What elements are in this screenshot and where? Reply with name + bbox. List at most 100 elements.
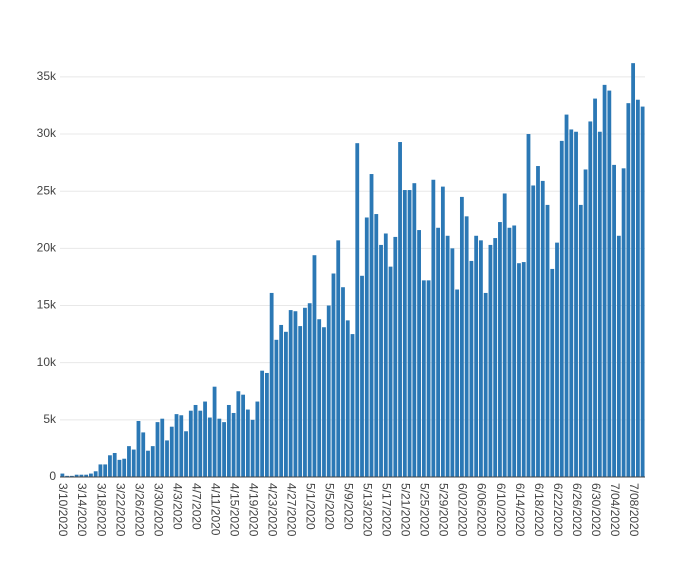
x-tick-label: 4/3/2020 — [170, 483, 184, 530]
x-tick-label: 4/15/2020 — [227, 483, 241, 537]
bar — [60, 473, 65, 477]
bar — [436, 227, 441, 477]
bar — [136, 420, 141, 477]
bar — [364, 217, 369, 478]
bar — [122, 458, 127, 477]
bar — [226, 404, 231, 477]
bar — [241, 394, 246, 477]
bar — [236, 391, 241, 477]
bar — [459, 196, 464, 478]
bar — [640, 106, 645, 478]
x-tick-label: 3/22/2020 — [113, 483, 127, 537]
x-tick-label: 6/18/2020 — [532, 483, 546, 537]
bar — [336, 240, 341, 477]
x-tick-label: 6/06/2020 — [475, 483, 489, 537]
y-tick-label: 30k — [37, 126, 57, 140]
bar — [426, 280, 431, 477]
x-tick-label: 6/22/2020 — [551, 483, 565, 537]
bar — [269, 292, 274, 477]
x-tick-label: 4/19/2020 — [246, 483, 260, 537]
bar — [165, 440, 169, 477]
x-tick-label: 3/30/2020 — [151, 483, 165, 537]
y-tick-label: 25k — [37, 183, 57, 197]
bar — [103, 464, 108, 477]
bar — [250, 419, 255, 477]
bar — [474, 235, 479, 477]
bar — [374, 214, 379, 477]
bar — [179, 415, 184, 477]
x-tick-label: 4/7/2020 — [189, 483, 203, 530]
y-tick-label: 15k — [37, 298, 57, 312]
bar — [350, 334, 355, 477]
bar — [288, 310, 293, 477]
bar — [431, 179, 436, 477]
bar — [550, 268, 555, 477]
bar — [379, 244, 383, 477]
x-tick-label: 4/23/2020 — [265, 483, 279, 537]
bar — [564, 114, 569, 477]
bar — [440, 186, 445, 477]
bar — [531, 185, 536, 478]
x-tick-label: 3/18/2020 — [94, 483, 108, 537]
x-tick-label: 5/1/2020 — [304, 483, 318, 530]
bar — [341, 287, 345, 477]
bar — [212, 386, 217, 477]
bar — [488, 244, 493, 477]
bar — [207, 417, 212, 477]
bar — [203, 401, 207, 477]
bar — [65, 475, 70, 477]
x-tick-label: 6/02/2020 — [456, 483, 470, 537]
x-tick-label: 5/25/2020 — [418, 483, 432, 537]
bar — [588, 121, 593, 477]
x-tick-label: 3/26/2020 — [132, 483, 146, 537]
bar — [559, 140, 564, 478]
bar — [69, 475, 74, 477]
bar — [464, 216, 469, 477]
bar — [322, 327, 326, 477]
bar — [412, 183, 417, 477]
bar — [317, 319, 322, 477]
bar — [260, 370, 265, 477]
bar — [469, 260, 474, 477]
bar — [146, 450, 150, 477]
x-tick-label: 5/13/2020 — [361, 483, 375, 537]
bar — [578, 204, 583, 477]
bar — [307, 303, 312, 477]
bar — [545, 204, 550, 477]
bar — [616, 235, 621, 477]
x-tick-label: 5/5/2020 — [323, 483, 337, 530]
bar — [298, 326, 303, 477]
x-tick-label: 5/9/2020 — [342, 483, 356, 530]
y-tick-label: 0 — [49, 469, 56, 483]
x-tick-label: 3/14/2020 — [75, 483, 89, 537]
bar — [312, 255, 317, 477]
bar — [112, 452, 117, 477]
x-tick-label: 6/26/2020 — [570, 483, 584, 537]
bar — [331, 273, 336, 477]
bar — [626, 103, 631, 478]
bar — [141, 432, 146, 477]
bar — [127, 446, 131, 477]
bar — [402, 190, 407, 477]
bar — [502, 193, 507, 477]
bar — [89, 473, 93, 477]
bar — [526, 134, 531, 477]
bar — [536, 166, 540, 477]
bar — [398, 142, 402, 477]
x-tick-label: 5/21/2020 — [399, 483, 413, 537]
bar — [284, 331, 288, 477]
bar — [631, 63, 636, 478]
x-tick-label: 4/27/2020 — [284, 483, 298, 537]
bar — [555, 242, 559, 477]
bar — [303, 307, 307, 477]
bar — [388, 266, 393, 477]
bar — [150, 446, 155, 477]
bar — [231, 412, 236, 477]
bar — [540, 180, 545, 477]
bar — [255, 401, 260, 477]
bar — [245, 409, 250, 477]
bar — [450, 248, 455, 477]
bar — [493, 238, 498, 477]
bar — [602, 84, 607, 478]
x-tick-label: 6/10/2020 — [494, 483, 508, 537]
